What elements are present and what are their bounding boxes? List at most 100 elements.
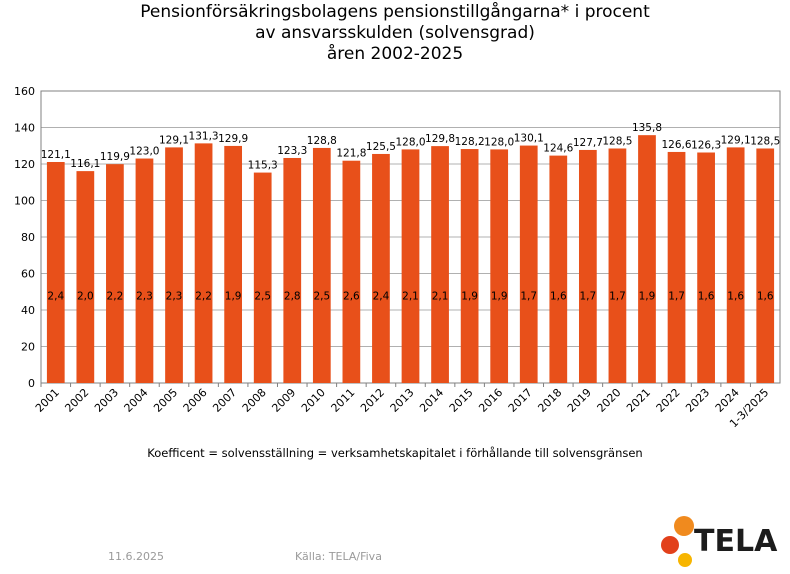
- bar: [194, 143, 213, 383]
- x-tick-label: 2014: [417, 386, 446, 415]
- x-tick-label: 2018: [535, 386, 564, 415]
- bar: [549, 155, 568, 383]
- bar-coefficient-label: 1,7: [609, 290, 626, 302]
- x-tick-label: 2005: [151, 386, 180, 415]
- bar: [638, 135, 656, 383]
- bar: [578, 149, 597, 383]
- x-tick-label: 2013: [388, 386, 417, 415]
- bar-value-label: 129,8: [425, 133, 455, 145]
- chart-title-line-3: åren 2002-2025: [326, 44, 464, 64]
- bar-coefficient-label: 1,9: [491, 290, 508, 302]
- y-tick-label: 100: [14, 195, 35, 208]
- y-tick-label: 60: [21, 268, 35, 281]
- bar: [253, 172, 272, 383]
- y-tick-label: 40: [21, 304, 35, 317]
- bar: [460, 149, 479, 383]
- bar: [106, 164, 124, 383]
- bar-value-label: 128,0: [484, 136, 514, 148]
- bar-coefficient-label: 2,5: [313, 290, 330, 302]
- bar-value-label: 130,1: [514, 133, 544, 145]
- x-tick-label: 2015: [447, 386, 476, 415]
- x-tick-label: 2010: [299, 386, 328, 415]
- bar-value-label: 128,2: [455, 136, 485, 148]
- bar-value-label: 135,8: [632, 122, 662, 134]
- y-tick-label: 0: [28, 377, 35, 390]
- x-tick-label: 2002: [62, 386, 91, 415]
- x-tick-label: 2006: [181, 386, 210, 415]
- bar-coefficient-label: 1,9: [639, 290, 656, 302]
- bar: [342, 160, 361, 383]
- bar: [165, 147, 183, 383]
- x-tick-label: 2017: [506, 386, 535, 415]
- bar: [312, 147, 331, 383]
- tela-logo: TELA: [660, 514, 777, 570]
- bar-value-label: 126,6: [662, 139, 692, 151]
- bar-coefficient-label: 2,4: [373, 290, 390, 302]
- x-tick-label: 2020: [595, 386, 624, 415]
- bar: [401, 149, 420, 383]
- y-tick-label: 140: [14, 122, 35, 135]
- bar-coefficient-label: 2,1: [432, 290, 449, 302]
- bar-coefficient-label: 2,1: [402, 290, 419, 302]
- logo-dot-orange: [674, 516, 694, 536]
- bar-value-label: 119,9: [100, 151, 130, 163]
- x-tick-label: 2021: [624, 386, 653, 415]
- bar-coefficient-label: 1,6: [698, 290, 715, 302]
- bar-coefficient-label: 2,8: [284, 290, 301, 302]
- bar-coefficient-label: 1,7: [580, 290, 597, 302]
- bar-coefficient-label: 2,3: [136, 290, 153, 302]
- bar-value-label: 128,0: [395, 136, 425, 148]
- bar: [490, 149, 509, 383]
- bar-coefficient-label: 1,6: [757, 290, 774, 302]
- bar-value-label: 131,3: [189, 130, 219, 142]
- bar-value-label: 121,1: [41, 149, 71, 161]
- bar-value-label: 126,3: [691, 140, 721, 152]
- bar-value-label: 116,1: [70, 158, 100, 170]
- bar-value-label: 129,1: [721, 134, 751, 146]
- x-tick-label: 2001: [33, 386, 62, 415]
- bar: [431, 146, 449, 383]
- bar-coefficient-label: 2,2: [195, 290, 212, 302]
- logo-text: TELA: [694, 524, 778, 559]
- bar-value-label: 129,9: [218, 133, 248, 145]
- bar-coefficient-label: 1,9: [225, 290, 242, 302]
- bar-coefficient-label: 1,6: [727, 290, 744, 302]
- bar: [76, 171, 95, 383]
- bar-coefficient-label: 1,7: [520, 290, 537, 302]
- x-tick-label: 2022: [654, 386, 683, 415]
- x-tick-label: 2016: [476, 386, 505, 415]
- chart-title-line-1: Pensionförsäkringsbolagens pensionstillg…: [140, 2, 650, 22]
- bar-coefficient-label: 1,7: [668, 290, 685, 302]
- logo-dot-red: [661, 536, 679, 554]
- bar: [224, 145, 243, 383]
- x-tick-label: 2004: [122, 386, 151, 415]
- chart-title: Pensionförsäkringsbolagens pensionstillg…: [0, 2, 790, 65]
- bar-value-label: 128,8: [307, 135, 337, 147]
- bar-coefficient-label: 2,3: [166, 290, 183, 302]
- bar-coefficient-label: 2,6: [343, 290, 360, 302]
- bar-value-label: 123,3: [277, 145, 307, 157]
- bar-coefficient-label: 2,2: [107, 290, 124, 302]
- bar: [608, 148, 627, 383]
- chart-title-line-2: av ansvarsskulden (solvensgrad): [255, 23, 535, 43]
- x-tick-label: 2009: [269, 386, 298, 415]
- bar-value-label: 129,1: [159, 134, 189, 146]
- bar: [519, 145, 538, 383]
- bar: [46, 161, 65, 383]
- x-tick-label: 2011: [329, 386, 358, 415]
- bar-chart: 0 20 40 60 80 100 120 140 160 121,1 2,4 2001 116,1 2,…: [14, 85, 781, 430]
- bar: [135, 158, 154, 383]
- bar: [372, 153, 390, 383]
- y-tick-label: 20: [21, 341, 35, 354]
- x-tick-label: 2008: [240, 386, 269, 415]
- bar-value-label: 125,5: [366, 141, 396, 153]
- bar: [283, 157, 302, 383]
- bar-coefficient-label: 1,9: [461, 290, 478, 302]
- bar-value-label: 123,0: [129, 146, 159, 158]
- bar-coefficient-label: 2,0: [77, 290, 94, 302]
- bar: [726, 147, 745, 383]
- bar-value-label: 128,5: [602, 135, 632, 147]
- x-tick-label: 2012: [358, 386, 387, 415]
- y-tick-label: 120: [14, 158, 35, 171]
- bar: [756, 148, 775, 383]
